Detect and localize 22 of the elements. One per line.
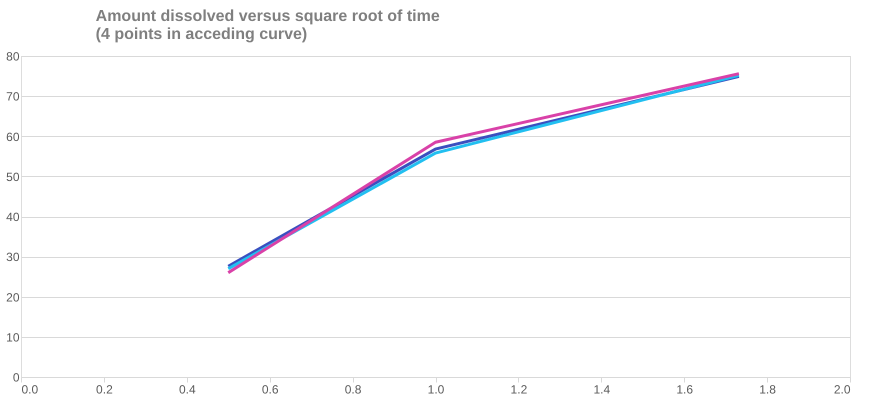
x-tick-label: 0.0 xyxy=(22,382,39,396)
x-tick-label: 1.6 xyxy=(676,382,694,396)
x-tick-label: 0.2 xyxy=(96,382,114,396)
y-tick-label: 10 xyxy=(6,330,20,344)
y-tick-label: 0 xyxy=(12,370,20,384)
y-tick-label: 50 xyxy=(6,170,20,184)
x-tick-label: 0.6 xyxy=(262,382,279,396)
x-tick-label: 2.0 xyxy=(834,382,851,396)
y-tick-label: 20 xyxy=(6,290,20,304)
y-tick-label: 40 xyxy=(6,210,20,224)
text: Amount dissolved versus square root of time xyxy=(96,8,440,25)
y-tick-label: 70 xyxy=(6,90,20,104)
y-tick-label: 60 xyxy=(6,130,20,144)
text: (4 points in acceding curve) xyxy=(96,26,308,43)
y-tick-label: 80 xyxy=(6,50,20,64)
x-tick-label: 1.2 xyxy=(510,382,528,396)
x-tick-label: 1.8 xyxy=(759,382,776,396)
x-tick-label: 1.4 xyxy=(593,382,610,396)
y-tick-label: 30 xyxy=(6,250,20,264)
x-tick-label: 0.4 xyxy=(178,382,196,396)
x-tick-label: 1.0 xyxy=(428,382,445,396)
x-tick-label: 0.8 xyxy=(344,382,362,396)
